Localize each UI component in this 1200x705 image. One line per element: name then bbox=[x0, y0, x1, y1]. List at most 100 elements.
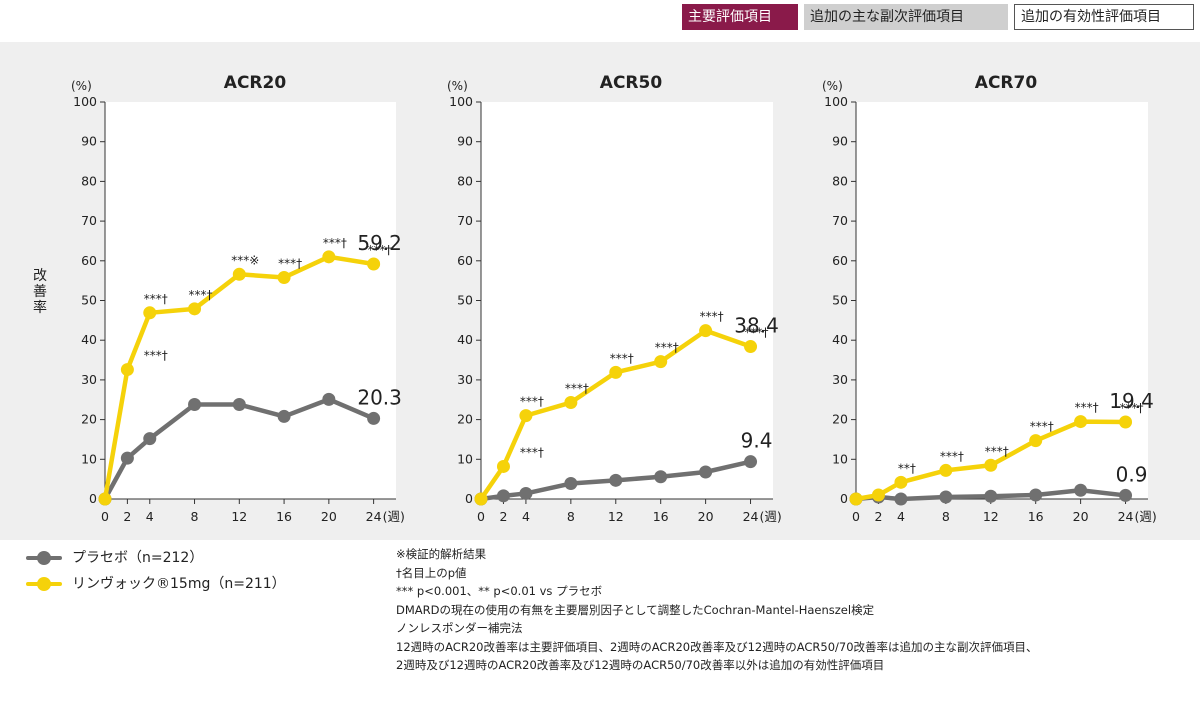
significance-label: ***† bbox=[1075, 401, 1099, 415]
x-tick-label: 16 bbox=[653, 509, 669, 524]
significance-label: ***† bbox=[1030, 420, 1054, 434]
x-tick-label: 20 bbox=[1073, 509, 1089, 524]
placebo-data-point bbox=[367, 411, 381, 425]
significance-label: ***† bbox=[565, 382, 589, 396]
x-tick-label: 8 bbox=[942, 509, 950, 524]
x-tick-label: 0 bbox=[101, 509, 109, 524]
primary-endpoint-tag: 主要評価項目 bbox=[682, 4, 798, 30]
footnote: 12週時のACR20改善率は主要評価項目、2週時のACR20改善率及び12週時の… bbox=[396, 639, 1038, 654]
drug-legend-label: リンヴォック®15mg（n=211） bbox=[72, 576, 286, 592]
placebo-legend-marker bbox=[37, 551, 51, 565]
y-tick-label: 50 bbox=[457, 293, 473, 308]
drug-data-point bbox=[984, 458, 998, 472]
y-tick-label: 80 bbox=[832, 173, 848, 188]
significance-label: ***† bbox=[940, 449, 964, 463]
x-tick-label: 24 bbox=[1118, 509, 1134, 524]
drug-data-point bbox=[654, 355, 668, 369]
significance-label: ***† bbox=[985, 444, 1009, 458]
y-tick-label: 70 bbox=[457, 213, 473, 228]
y-unit-label: (%) bbox=[822, 79, 843, 93]
y-tick-label: 70 bbox=[832, 213, 848, 228]
x-tick-label: 0 bbox=[852, 509, 860, 524]
placebo-data-point bbox=[277, 409, 291, 423]
drug-data-point bbox=[232, 267, 246, 281]
drug-data-point bbox=[849, 492, 863, 506]
drug-end-value-label: 19.4 bbox=[1109, 389, 1154, 413]
y-tick-label: 90 bbox=[81, 134, 97, 149]
significance-label: ***† bbox=[278, 256, 302, 270]
secondary-endpoint-tag: 追加の主な副次評価項目 bbox=[804, 4, 1008, 30]
y-axis-label: 改善率 bbox=[33, 268, 47, 316]
drug-data-point bbox=[98, 492, 112, 506]
footnote: DMARDの現在の使用の有無を主要層別因子として調整したCochran-Mant… bbox=[396, 602, 875, 617]
x-unit-label: (週) bbox=[1135, 509, 1157, 524]
significance-label: ***† bbox=[323, 236, 347, 250]
placebo-data-point bbox=[1119, 488, 1133, 502]
placebo-data-point bbox=[984, 489, 998, 503]
y-tick-label: 20 bbox=[81, 412, 97, 427]
footnotes: ※検証的解析結果 †名目上のp値 *** p<0.001、** p<0.01 v… bbox=[396, 545, 1038, 675]
x-tick-label: 4 bbox=[146, 509, 154, 524]
y-tick-label: 50 bbox=[81, 293, 97, 308]
drug-data-point bbox=[894, 475, 908, 489]
y-tick-label: 40 bbox=[832, 332, 848, 347]
x-tick-label: 4 bbox=[897, 509, 905, 524]
placebo-data-point bbox=[894, 492, 908, 506]
x-unit-label: (週) bbox=[760, 509, 782, 524]
legend: プラセボ（n=212） リンヴォック®15mg（n=211） bbox=[24, 545, 286, 597]
y-tick-label: 80 bbox=[81, 173, 97, 188]
significance-label: ***† bbox=[610, 351, 634, 365]
significance-label: ***† bbox=[1120, 401, 1144, 415]
x-tick-label: 20 bbox=[321, 509, 337, 524]
y-tick-label: 60 bbox=[457, 253, 473, 268]
significance-label: ***† bbox=[520, 445, 544, 459]
x-tick-label: 4 bbox=[522, 509, 530, 524]
y-tick-label: 80 bbox=[457, 173, 473, 188]
y-tick-label: 10 bbox=[81, 451, 97, 466]
drug-end-value-label: 38.4 bbox=[734, 314, 779, 338]
significance-label: **† bbox=[898, 461, 916, 475]
top-bar: 主要評価項目 追加の主な副次評価項目 追加の有効性評価項目 bbox=[0, 0, 1200, 42]
y-tick-label: 0 bbox=[465, 491, 473, 506]
significance-label: ***† bbox=[655, 341, 679, 355]
placebo-data-point bbox=[143, 432, 157, 446]
y-tick-label: 10 bbox=[457, 451, 473, 466]
chart-title: ACR70 bbox=[975, 73, 1038, 93]
drug-data-point bbox=[322, 250, 336, 264]
drug-data-point bbox=[564, 396, 578, 410]
x-unit-label: (週) bbox=[383, 509, 405, 524]
placebo-end-value-label: 0.9 bbox=[1116, 462, 1148, 486]
drug-data-point bbox=[496, 459, 510, 473]
placebo-data-point bbox=[496, 489, 510, 503]
drug-data-point bbox=[1029, 434, 1043, 448]
x-tick-label: 12 bbox=[231, 509, 247, 524]
y-tick-label: 100 bbox=[449, 94, 473, 109]
y-unit-label: (%) bbox=[447, 79, 468, 93]
placebo-data-point bbox=[564, 477, 578, 491]
footnote: *** p<0.001、** p<0.01 vs プラセボ bbox=[396, 584, 603, 598]
drug-data-point bbox=[871, 488, 885, 502]
drug-data-point bbox=[143, 306, 157, 320]
drug-data-point bbox=[744, 340, 758, 354]
legend-item-drug: リンヴォック®15mg（n=211） bbox=[24, 571, 286, 597]
drug-data-point bbox=[120, 363, 134, 377]
drug-data-point bbox=[474, 492, 488, 506]
other-endpoint-tag: 追加の有効性評価項目 bbox=[1014, 4, 1194, 30]
y-tick-label: 90 bbox=[832, 134, 848, 149]
placebo-data-point bbox=[654, 470, 668, 484]
significance-label: ***※ bbox=[231, 253, 259, 267]
plot-area bbox=[856, 102, 1148, 499]
significance-label: ***† bbox=[745, 326, 769, 340]
drug-data-point bbox=[699, 324, 713, 338]
y-tick-label: 60 bbox=[832, 253, 848, 268]
y-unit-label: (%) bbox=[71, 79, 92, 93]
x-tick-label: 20 bbox=[698, 509, 714, 524]
drug-data-point bbox=[1119, 415, 1133, 429]
placebo-end-value-label: 9.4 bbox=[741, 429, 773, 453]
y-tick-label: 60 bbox=[81, 253, 97, 268]
footnote: 2週時及び12週時のACR20改善率及び12週時のACR50/70改善率以外は追… bbox=[396, 658, 885, 672]
drug-data-point bbox=[367, 257, 381, 271]
placebo-data-point bbox=[519, 486, 533, 500]
drug-series-line bbox=[478, 328, 753, 502]
